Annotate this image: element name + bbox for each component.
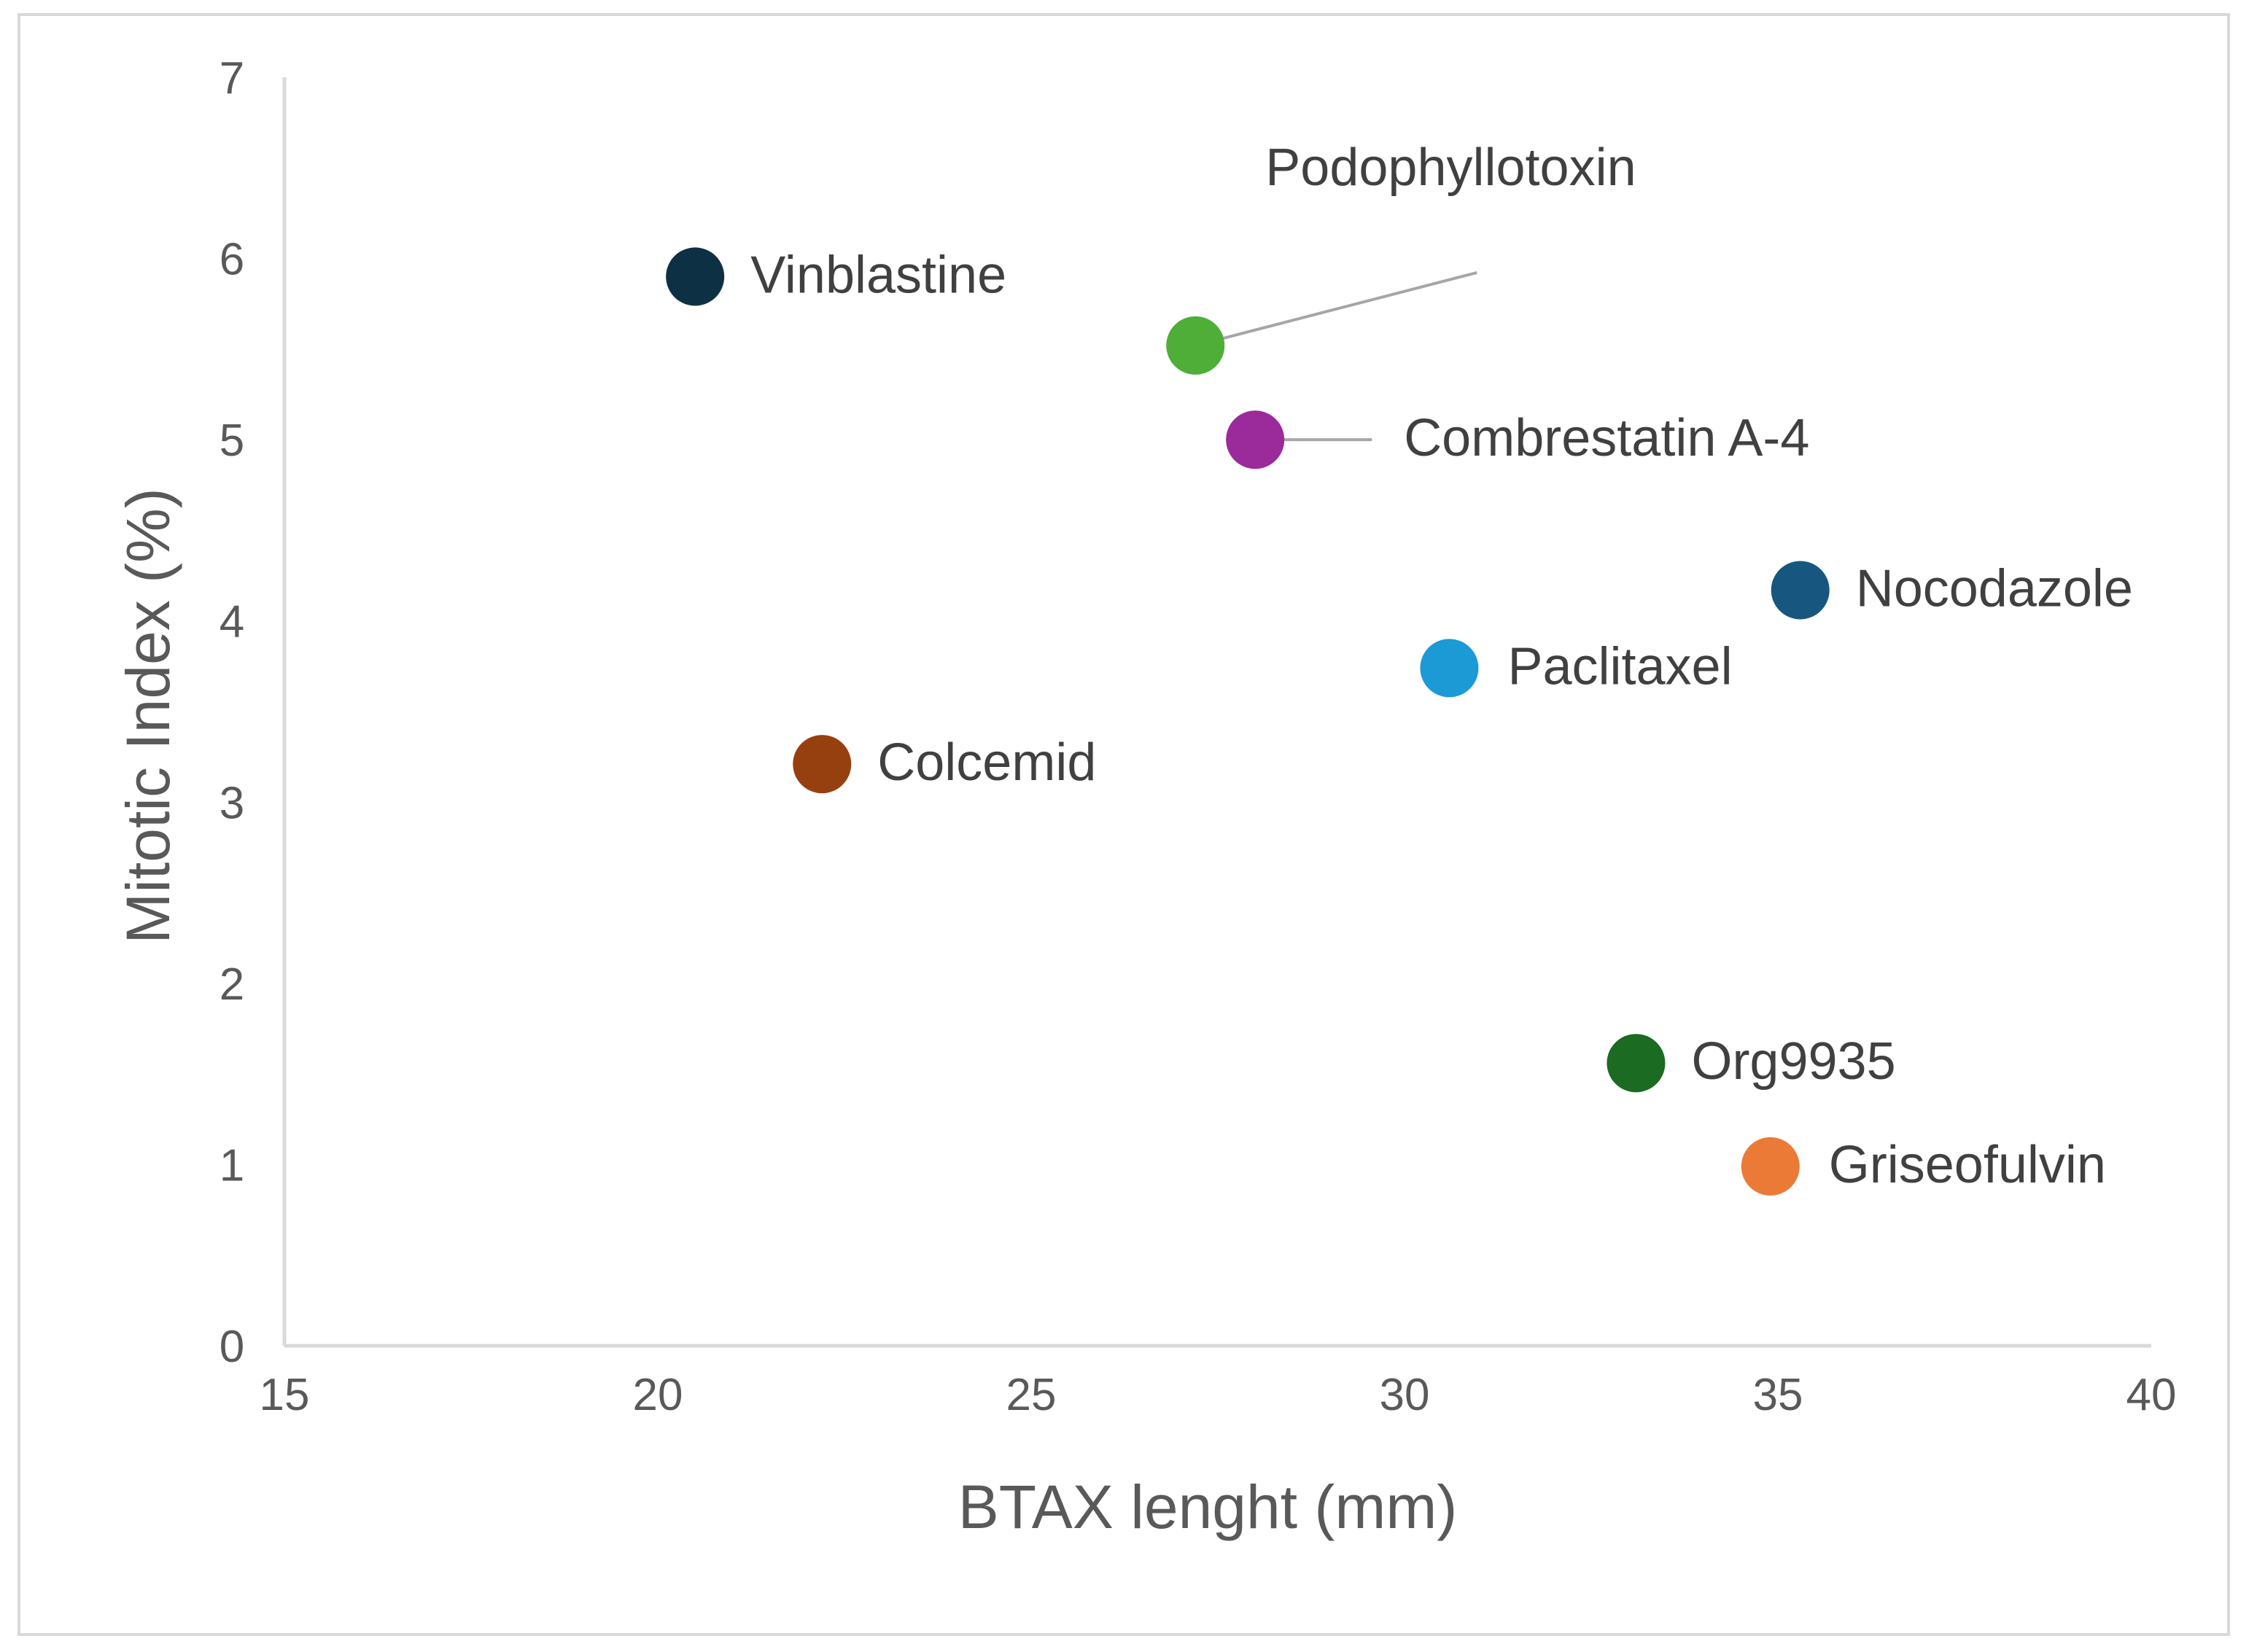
y-axis-title: Mitotic Index (%)	[114, 488, 182, 944]
leader-line	[1194, 270, 1477, 347]
y-tick-label: 0	[220, 1322, 244, 1372]
x-tick-label: 20	[633, 1370, 683, 1420]
point-label: Podophyllotoxin	[1265, 139, 1636, 197]
y-tick-labels: 0 1 2 3 4 5 6 7	[220, 53, 244, 1372]
data-point	[793, 735, 852, 794]
point-labels: Vinblastine Podophyllotoxin Combrestatin A…	[750, 139, 2133, 1194]
chart-frame: 0 1 2 3 4 5 6 7 15 20 25 30 35 40 Vinblastine Podophy…	[18, 13, 2230, 1636]
data-point	[1771, 561, 1830, 620]
data-point	[1607, 1034, 1666, 1093]
point-label: Combrestatin A-4	[1404, 409, 1809, 467]
x-tick-label: 15	[260, 1370, 310, 1420]
y-tick-label: 2	[220, 959, 244, 1010]
data-point	[666, 247, 725, 306]
y-tick-label: 1	[220, 1140, 244, 1191]
data-point	[1741, 1137, 1800, 1196]
scatter-chart: 0 1 2 3 4 5 6 7 15 20 25 30 35 40 Vinblastine Podophy…	[114, 53, 2177, 1541]
point-label: Vinblastine	[750, 246, 1006, 304]
x-tick-label: 30	[1380, 1370, 1430, 1420]
data-points	[666, 247, 1830, 1196]
x-tick-label: 25	[1006, 1370, 1057, 1420]
point-label: Nocodazole	[1856, 559, 2133, 617]
x-tick-label: 35	[1753, 1370, 1803, 1420]
y-tick-label: 4	[220, 597, 244, 647]
x-axis-title: BTAX lenght (mm)	[958, 1473, 1458, 1541]
x-tick-labels: 15 20 25 30 35 40	[260, 1370, 2177, 1420]
y-tick-label: 6	[220, 235, 244, 285]
point-label: Org9935	[1691, 1032, 1895, 1091]
data-point	[1166, 316, 1225, 375]
point-label: Colcemid	[877, 733, 1096, 792]
point-label: Paclitaxel	[1507, 637, 1732, 696]
y-tick-label: 7	[220, 53, 244, 104]
axes	[282, 77, 2151, 1348]
point-label: Griseofulvin	[1829, 1136, 2106, 1194]
x-tick-label: 40	[2126, 1370, 2177, 1420]
y-tick-label: 3	[220, 778, 244, 828]
data-point	[1226, 410, 1285, 470]
y-tick-label: 5	[220, 416, 244, 466]
data-point	[1420, 639, 1479, 698]
